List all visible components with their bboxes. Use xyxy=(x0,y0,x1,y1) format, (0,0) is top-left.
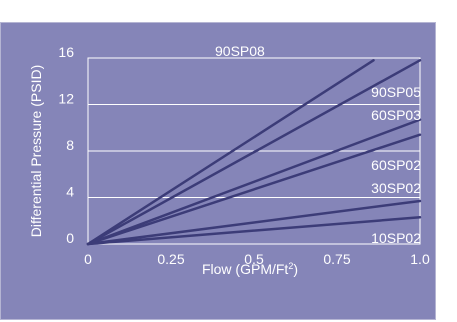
x-tick-label: 1.0 xyxy=(410,251,430,267)
x-axis-title-suffix: ) xyxy=(293,261,298,277)
series-label-90sp08: 90SP08 xyxy=(215,43,265,59)
series-line-60sp03 xyxy=(86,118,422,246)
series-line-30sp02 xyxy=(86,199,422,246)
series-line-60sp02 xyxy=(86,133,422,246)
series-labels: 90SP08 90SP05 60SP03 60SP02 30SP02 10SP02 xyxy=(215,43,421,246)
x-axis-title-main: Flow (GPM/Ft xyxy=(202,261,288,277)
x-tick-label: 0.75 xyxy=(323,251,350,267)
series-label-30sp02: 30SP02 xyxy=(371,180,421,196)
y-tick-label: 8 xyxy=(66,137,74,153)
y-axis-tick-labels: 0 4 8 12 16 xyxy=(58,44,74,246)
y-tick-label: 16 xyxy=(58,44,74,60)
y-tick-label: 0 xyxy=(66,230,74,246)
series-line-90sp05 xyxy=(86,59,422,246)
x-tick-label: 0.5 xyxy=(244,251,264,267)
series-line-10sp02 xyxy=(86,216,422,246)
x-tick-label: 0.25 xyxy=(157,251,184,267)
chart-panel: 0 4 8 12 16 0 0.25 0.5 0.75 1.0 90SP08 90SP05 60SP… xyxy=(0,22,436,320)
y-axis-title: Differential Pressure (PSID) xyxy=(28,65,44,237)
y-tick-label: 12 xyxy=(58,91,74,107)
x-axis-title-superscript: 2 xyxy=(288,261,293,271)
x-axis-tick-labels: 0 0.25 0.5 0.75 1.0 xyxy=(84,251,430,267)
series-label-60sp02: 60SP02 xyxy=(371,157,421,173)
x-tick-label: 0 xyxy=(84,251,92,267)
series-label-60sp03: 60SP03 xyxy=(371,107,421,123)
x-axis-title: Flow (GPM/Ft2) xyxy=(202,261,298,277)
y-tick-label: 4 xyxy=(66,184,74,200)
series-lines xyxy=(86,59,422,246)
series-line-90sp08 xyxy=(86,59,375,246)
series-label-10sp02: 10SP02 xyxy=(371,230,421,246)
line-chart: 0 4 8 12 16 0 0.25 0.5 0.75 1.0 90SP08 90SP05 60SP… xyxy=(28,43,430,277)
series-label-90sp05: 90SP05 xyxy=(371,84,421,100)
